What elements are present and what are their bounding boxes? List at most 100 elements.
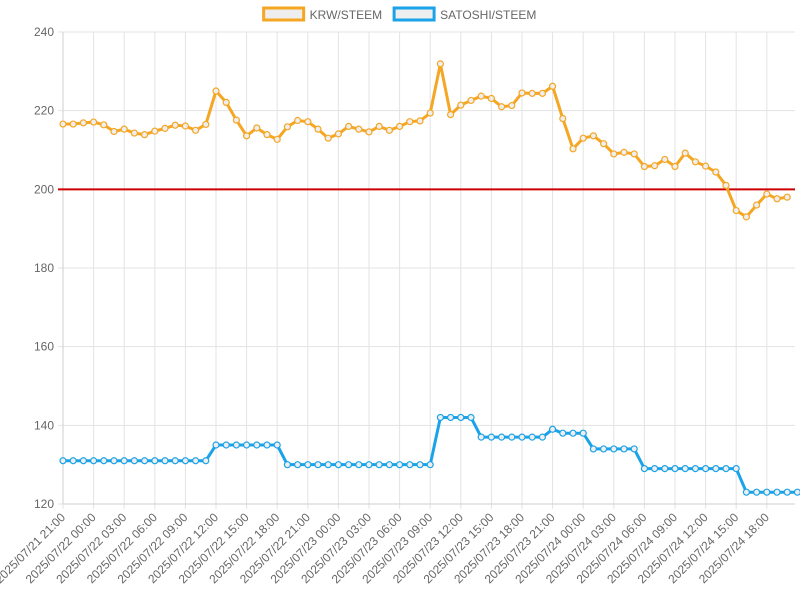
data-point [518, 433, 526, 441]
y-tick-label: 160 [34, 340, 54, 354]
data-point [110, 457, 118, 465]
data-point [528, 433, 536, 441]
data-point [701, 465, 710, 473]
data-point [253, 441, 261, 449]
data-point [701, 162, 710, 170]
y-tick-label: 180 [34, 261, 54, 275]
data-point [773, 195, 781, 203]
data-point [385, 461, 393, 469]
y-tick-label: 220 [34, 104, 54, 118]
data-point [171, 121, 179, 129]
data-point [375, 461, 383, 469]
data-point [253, 124, 261, 132]
data-point [79, 457, 88, 465]
data-point [457, 413, 465, 422]
data-point [742, 488, 751, 496]
data-point [630, 150, 638, 158]
data-point [355, 125, 363, 133]
data-point [477, 433, 485, 441]
legend-label: SATOSHI/STEEM [440, 8, 536, 22]
data-point [436, 413, 444, 422]
data-point [89, 457, 98, 465]
data-point [498, 433, 506, 441]
data-point [324, 134, 332, 142]
legend-item-1[interactable]: SATOSHI/STEEM [392, 6, 536, 22]
data-point [447, 413, 455, 422]
data-point [202, 120, 210, 129]
legend-item-0[interactable]: KRW/STEEM [262, 6, 382, 22]
data-point [161, 457, 169, 465]
data-point [416, 461, 424, 469]
data-point [345, 461, 353, 469]
data-point [661, 155, 669, 164]
data-point [294, 461, 302, 469]
data-point [610, 150, 618, 158]
data-point [151, 457, 159, 465]
data-point [212, 441, 220, 449]
data-point [752, 488, 761, 496]
data-point [722, 465, 730, 473]
data-point [355, 461, 363, 469]
data-point [304, 461, 312, 469]
data-point [712, 465, 720, 473]
data-point [334, 461, 342, 469]
data-point [457, 101, 465, 109]
data-point [508, 433, 516, 441]
data-point [640, 465, 649, 473]
data-point [59, 457, 67, 465]
y-tick-label: 120 [34, 497, 54, 511]
data-point [283, 461, 291, 469]
data-point [294, 116, 302, 125]
data-point [304, 118, 312, 126]
data-point [650, 162, 659, 170]
data-point [732, 206, 740, 215]
data-point [273, 135, 281, 143]
data-point [793, 488, 800, 496]
data-point [396, 461, 404, 469]
data-point [426, 109, 434, 117]
data-point [232, 116, 240, 124]
data-point [712, 168, 720, 176]
data-point [620, 445, 628, 453]
data-point [202, 457, 210, 465]
data-point [783, 193, 791, 201]
y-tick-label: 140 [34, 418, 54, 432]
y-tick-label: 200 [34, 182, 54, 196]
data-point [773, 488, 781, 496]
legend-swatch [262, 6, 306, 22]
y-tick-label: 240 [34, 25, 54, 39]
data-point [599, 140, 608, 148]
data-point [436, 60, 444, 68]
data-point [732, 465, 740, 473]
data-point [59, 120, 67, 128]
data-point [477, 92, 485, 100]
data-point [681, 465, 689, 473]
data-point [579, 134, 587, 142]
data-point [345, 122, 353, 131]
data-point [610, 445, 618, 453]
legend-swatch [392, 6, 436, 22]
data-point [192, 457, 200, 465]
chart-legend[interactable]: KRW/STEEM SATOSHI/STEEM [262, 6, 537, 22]
data-point [691, 465, 700, 473]
data-point [518, 89, 526, 97]
data-point [314, 125, 322, 133]
data-point [548, 82, 557, 90]
data-point [589, 132, 598, 140]
data-point [385, 126, 393, 134]
data-point [763, 190, 771, 198]
data-point [120, 125, 128, 133]
data-point [243, 441, 251, 449]
legend-label: KRW/STEEM [310, 8, 382, 22]
data-point [467, 96, 475, 105]
data-point [375, 122, 383, 131]
data-point [396, 122, 404, 131]
data-point [569, 145, 577, 153]
data-point [620, 148, 628, 156]
data-point [640, 162, 649, 171]
data-point [212, 87, 220, 95]
data-point [161, 124, 169, 132]
data-point [365, 461, 373, 469]
data-point [671, 162, 679, 171]
